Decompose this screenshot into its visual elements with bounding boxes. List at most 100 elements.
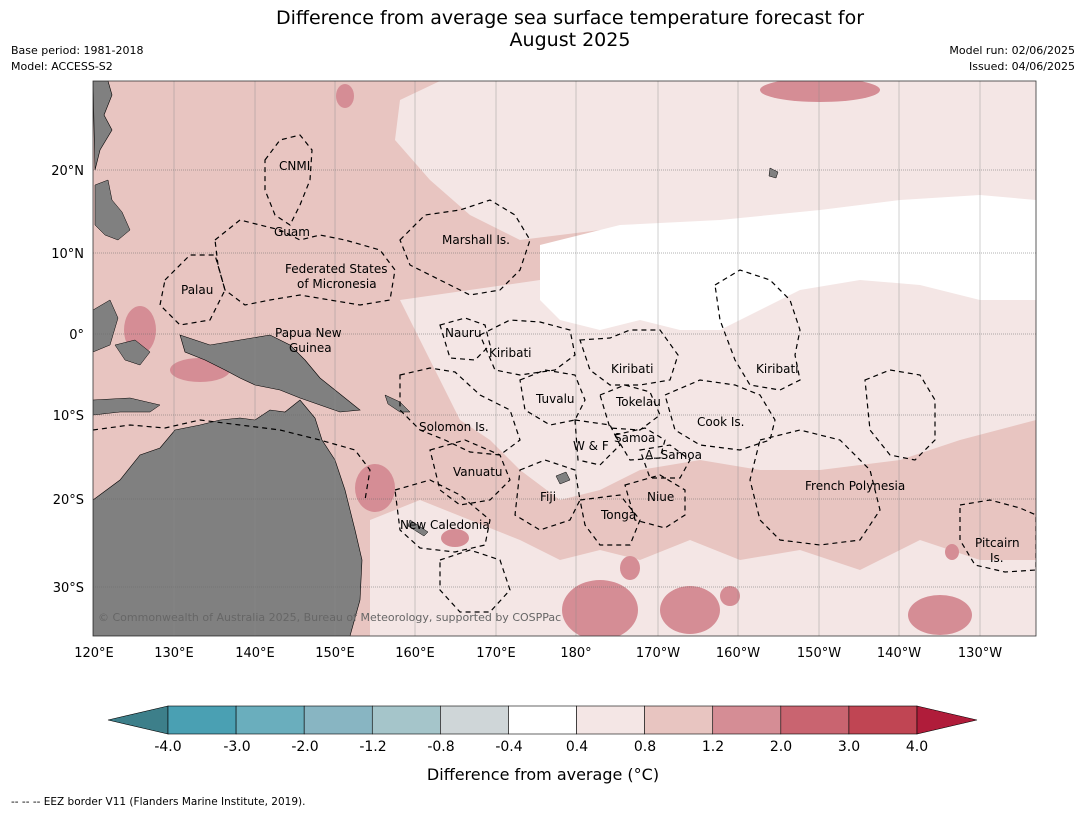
- warm-spot: [355, 464, 395, 512]
- lon-tick: 150°E: [315, 646, 355, 661]
- map-frame: [92, 80, 1037, 637]
- colorbar-tick: 2.0: [770, 739, 792, 755]
- copyright-notice: © Commonwealth of Australia 2025, Bureau…: [98, 611, 561, 624]
- warm-spot: [945, 544, 959, 560]
- region-label: CNMI: [279, 159, 310, 173]
- new-guinea-landmass: [179, 334, 361, 413]
- model-name: Model: ACCESS-S2: [11, 60, 113, 73]
- region-label: A. Samoa: [645, 448, 702, 462]
- borneo-sulawesi: [93, 299, 151, 366]
- eez-footnote: -- -- -- EEZ border V11 (Flanders Marine…: [11, 796, 306, 808]
- anomaly-zone-neutral: [540, 195, 1036, 330]
- region-label: Vanuatu: [453, 465, 503, 479]
- lon-tick: 180°: [560, 646, 591, 661]
- region-label: Guinea: [289, 341, 332, 355]
- region-label: Papua New: [275, 326, 342, 340]
- region-label: of Micronesia: [297, 277, 377, 291]
- lon-tick: 140°E: [235, 646, 275, 661]
- region-label: Fiji: [540, 490, 556, 504]
- map-title: Difference from average sea surface temp…: [0, 7, 1085, 51]
- lat-tick: 10°S: [53, 409, 84, 424]
- warm-spot: [562, 580, 638, 636]
- warm-spot: [720, 586, 740, 606]
- colorbar-tick: -0.4: [495, 739, 522, 755]
- fiji-islands: [555, 471, 571, 485]
- region-label: Cook Is.: [697, 415, 744, 429]
- colorbar-tick: 3.0: [838, 739, 860, 755]
- issued-date: Issued: 04/06/2025: [968, 60, 1075, 73]
- colorbar-tick: -1.2: [359, 739, 386, 755]
- lon-tick: 170°E: [476, 646, 516, 661]
- lon-tick: 130°W: [958, 646, 1002, 661]
- region-label: Kiribati: [756, 362, 798, 376]
- colorbar-cell: [235, 705, 305, 735]
- indonesia-islands: [93, 397, 161, 416]
- colorbar-cell: [848, 705, 918, 735]
- colorbar-tick: -2.0: [291, 739, 318, 755]
- colorbar-ticks: -4.0 -3.0 -2.0 -1.2 -0.8 -0.4 0.4 0.8 1.…: [154, 739, 928, 755]
- anomaly-zone-light-south: [370, 500, 1036, 636]
- warm-spot: [660, 586, 720, 634]
- region-label: W & F: [573, 439, 609, 453]
- lat-tick: 20°N: [51, 164, 84, 179]
- warm-spot: [620, 556, 640, 580]
- anomaly-zone-light-north: [395, 81, 1036, 300]
- colorbar-over-arrow: [916, 705, 978, 735]
- region-label: Guam: [274, 225, 310, 239]
- base-period: Base period: 1981-2018: [11, 44, 144, 57]
- lon-tick: 160°W: [716, 646, 760, 661]
- colorbar-tick: 1.2: [702, 739, 724, 755]
- colorbar-cell: [508, 705, 577, 735]
- region-label: Samoa: [614, 431, 655, 445]
- colorbar-tick: 0.4: [566, 739, 588, 755]
- region-label: Tokelau: [615, 395, 661, 409]
- colorbar-label: Difference from average (°C): [427, 765, 659, 784]
- lon-tick: 170°W: [636, 646, 680, 661]
- region-label: Palau: [181, 283, 213, 297]
- title-line-2: August 2025: [509, 29, 631, 51]
- region-label: New Caledonia: [400, 518, 490, 532]
- colorbar-tick: 0.8: [634, 739, 656, 755]
- lat-tick: 30°S: [53, 581, 84, 596]
- hawaii-island: [768, 167, 779, 179]
- model-run: Model run: 02/06/2025: [949, 44, 1075, 57]
- colorbar-tick: -3.0: [223, 739, 250, 755]
- colorbar-cell: [303, 705, 373, 735]
- meridians: [173, 81, 981, 636]
- colorbar-under-arrow: [107, 705, 169, 735]
- lat-tick: 10°N: [51, 247, 84, 262]
- colorbar-tick: -0.8: [427, 739, 454, 755]
- colorbar-cell: [644, 705, 714, 735]
- region-label: Solomon Is.: [419, 420, 489, 434]
- colorbar-cell: [712, 705, 782, 735]
- colorbar-cell: [780, 705, 850, 735]
- region-label: Kiribati: [489, 346, 531, 360]
- colorbar-cell: [167, 705, 237, 735]
- warm-spot: [908, 595, 972, 635]
- colorbar-cell: [576, 705, 645, 735]
- lat-tick: 0°: [69, 328, 84, 343]
- region-label: Nauru: [445, 326, 481, 340]
- colorbar: -4.0 -3.0 -2.0 -1.2 -0.8 -0.4 0.4 0.8 1.…: [107, 705, 978, 784]
- warm-spot: [760, 81, 880, 102]
- philippines-islands: [94, 179, 131, 241]
- lon-tick: 140°W: [877, 646, 921, 661]
- region-label: French Polynesia: [805, 479, 905, 493]
- warm-spot: [441, 529, 469, 547]
- colorbar-cells: [167, 705, 918, 735]
- meta-right: Model run: 02/06/2025 Issued: 04/06/2025: [949, 43, 1075, 75]
- lon-tick: 120°E: [74, 646, 114, 661]
- colorbar-tick: 4.0: [906, 739, 928, 755]
- region-label: Kiribati: [611, 362, 653, 376]
- lon-axis: 120°E 130°E 140°E 150°E 160°E 170°E 180°…: [74, 646, 1002, 661]
- title-line-1: Difference from average sea surface temp…: [275, 7, 865, 29]
- region-label: Federated States: [285, 262, 387, 276]
- region-label: Pitcairn: [975, 536, 1020, 550]
- philippines-landmass: [93, 81, 113, 171]
- lon-tick: 160°E: [395, 646, 435, 661]
- eez-borders: [93, 134, 1036, 613]
- lat-tick: 20°S: [53, 493, 84, 508]
- region-label: Is.: [990, 551, 1004, 565]
- colorbar-cell: [371, 705, 441, 735]
